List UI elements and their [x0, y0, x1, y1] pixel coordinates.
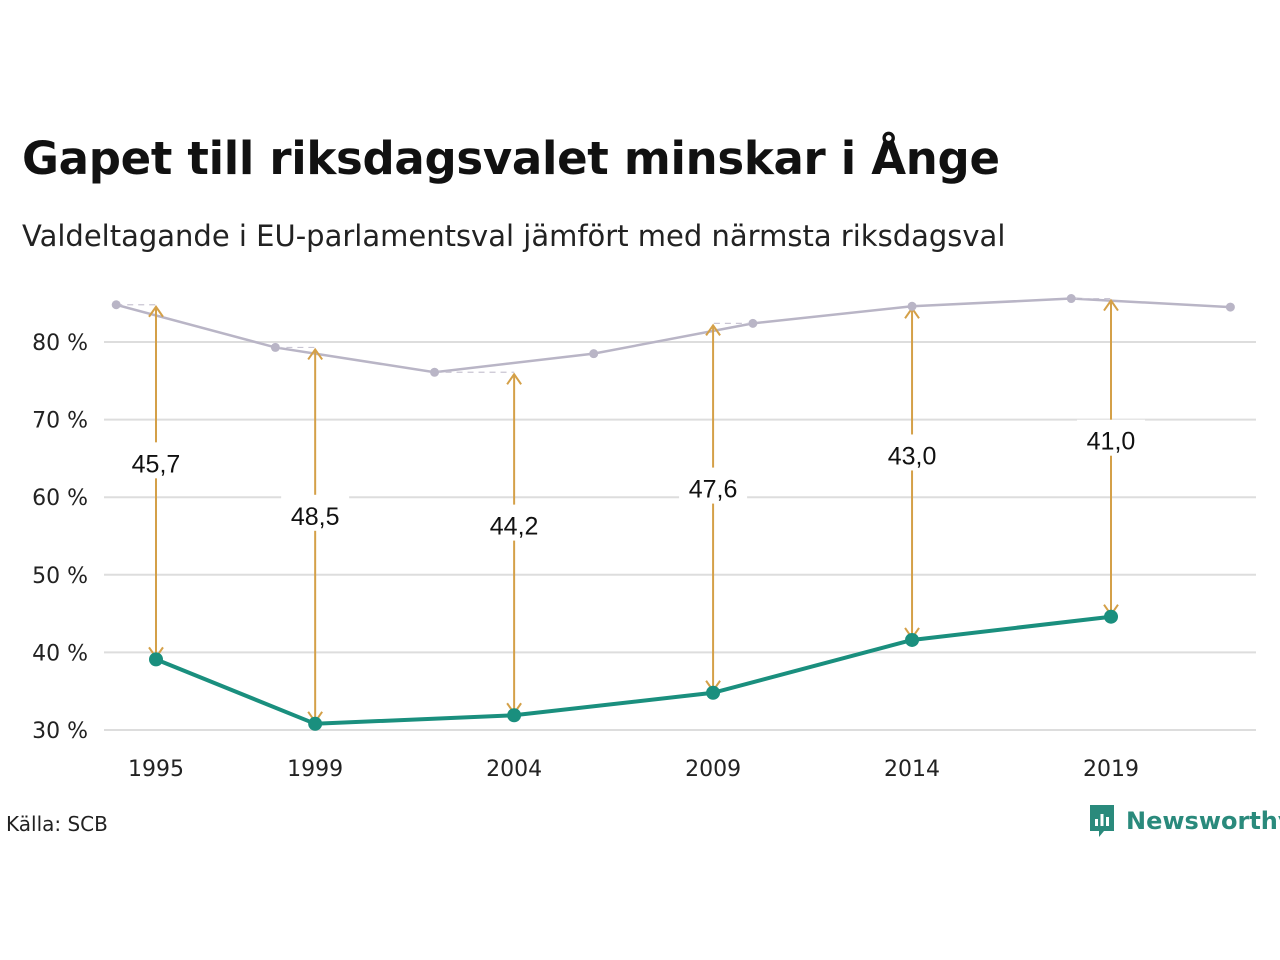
eu-point [308, 716, 323, 731]
y-axis-ticks: 30 % 40 % 50 % 60 % 70 % 80 % [32, 331, 88, 744]
series-lines [115, 297, 1231, 726]
riksdag-point [1225, 302, 1235, 312]
riksdag-point [907, 301, 917, 311]
riksdag-point [111, 300, 121, 310]
x-tick-label: 1999 [287, 757, 343, 782]
gap-label-background [480, 504, 549, 541]
x-tick-label: 2009 [685, 757, 741, 782]
gap-arrow-head-top [705, 323, 721, 336]
x-tick-label: 2019 [1083, 757, 1139, 782]
gap-label: 44,2 [490, 513, 539, 541]
source-note: Källa: SCB [6, 812, 108, 836]
gap-label-background [122, 442, 190, 479]
gap-arrow-head-top [1103, 298, 1119, 312]
gap-arrow-head-top [506, 372, 522, 385]
grid-lines [104, 341, 1256, 731]
eu-point [905, 632, 920, 647]
gap-label-background [679, 467, 748, 504]
y-tick-label: 70 % [32, 409, 88, 434]
riksdag-point [1066, 294, 1076, 304]
gap-label-background [281, 494, 350, 531]
series-points [111, 294, 1235, 731]
riksdag-series-line [115, 297, 1231, 374]
gap-label: 45,7 [132, 450, 181, 478]
gap-label: 43,0 [888, 442, 937, 470]
newsworthy-logo[interactable]: Newsworthy [1088, 803, 1280, 839]
y-tick-label: 50 % [32, 564, 88, 589]
gap-arrow-head-top [307, 347, 323, 361]
y-tick-label: 60 % [32, 486, 88, 511]
gap-label: 41,0 [1087, 428, 1136, 456]
gap-label-background [1077, 419, 1145, 456]
y-tick-label: 30 % [32, 719, 88, 744]
gap-arrows: 45,7 48,5 44,2 47,6 43,0 41,0 [116, 297, 1145, 724]
gap-label: 47,6 [689, 476, 738, 504]
brand-name: Newsworthy [1126, 807, 1280, 835]
eu-point [1104, 609, 1118, 624]
chart-title: Gapet till riksdagsvalet minskar i Ånge [22, 132, 1000, 185]
x-tick-label: 1995 [128, 757, 184, 782]
gap-label-background [878, 434, 947, 471]
eu-point [706, 685, 721, 700]
chart-subtitle: Valdeltagande i EU-parlamentsval jämfört… [22, 219, 1006, 253]
gap-arrow-head-top [148, 305, 164, 318]
riksdag-point [748, 318, 758, 328]
x-axis-ticks: 1995 1999 2004 2009 2014 2019 [128, 757, 1139, 782]
newsworthy-logo-icon [1090, 805, 1114, 837]
line-chart: 30 % 40 % 50 % 60 % 70 % 80 % 1995 1999 2004 200… [32, 294, 1256, 782]
riksdag-point [270, 342, 280, 352]
gap-label: 48,5 [291, 503, 340, 531]
riksdag-point [430, 367, 440, 377]
x-tick-label: 2014 [884, 757, 940, 782]
eu-point [149, 652, 163, 667]
eu-point [507, 708, 522, 723]
eu-series-line [155, 614, 1112, 726]
riksdag-point [589, 349, 599, 359]
y-tick-label: 80 % [32, 331, 88, 356]
x-tick-label: 2004 [486, 757, 542, 782]
y-tick-label: 40 % [32, 641, 88, 666]
